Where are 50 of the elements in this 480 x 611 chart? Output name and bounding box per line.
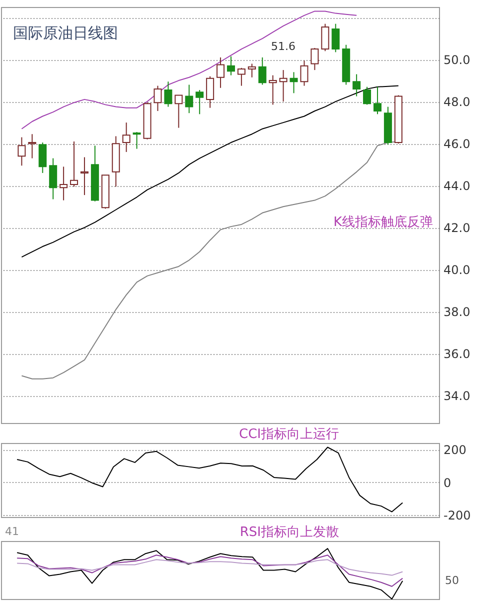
candlestick [132, 132, 141, 150]
candlestick [279, 70, 288, 102]
candlestick [352, 74, 361, 97]
text: RSI指标向上发散 [240, 525, 339, 540]
candlestick [196, 89, 204, 115]
line-series [16, 446, 404, 512]
candlestick [28, 134, 36, 159]
y-tick-label: 42.0 [444, 221, 470, 236]
candlestick [226, 56, 235, 76]
candlestick [373, 86, 382, 115]
candlestick [310, 47, 319, 71]
y-tick-label: 34.0 [444, 389, 470, 404]
candlestick [363, 86, 372, 106]
y-tick-label: 44.0 [444, 179, 470, 194]
candlestick [70, 140, 78, 188]
candlestick [300, 60, 308, 86]
candlestick [237, 67, 246, 86]
y-tick-label: 48.0 [444, 95, 470, 110]
candlestick [154, 85, 162, 112]
candlestick [80, 156, 88, 196]
y-tick-label: 0 [444, 476, 452, 490]
y-tick-label: 36.0 [444, 347, 470, 362]
text: CCI指标向上运行 [239, 427, 339, 442]
y-tick-label: 38.0 [444, 305, 470, 320]
annotation: K线指标触底反弹 [333, 215, 433, 230]
candlestick [216, 56, 225, 88]
y-tick-label: 200 [444, 443, 466, 458]
candlestick [268, 74, 277, 106]
y-tick-label: 40.0 [444, 263, 470, 278]
candlestick [164, 81, 172, 108]
annotation: 51.6 [271, 40, 296, 53]
candlestick [122, 122, 130, 152]
candlestick [248, 63, 256, 78]
candlestick [18, 136, 26, 166]
text: 国际原油日线图 [13, 24, 118, 42]
text: 50 [445, 574, 459, 587]
candlestick [258, 56, 266, 86]
candlestick [321, 23, 330, 52]
y-tick-label: 50.0 [444, 53, 470, 68]
candlestick [60, 166, 68, 201]
candlestick [185, 84, 194, 114]
y-tick-label: 46.0 [444, 137, 470, 152]
candlestick [38, 142, 47, 174]
candlestick [174, 94, 183, 128]
text: 41 [5, 525, 19, 538]
y-tick-label: -200 [444, 508, 471, 523]
candlestick [332, 23, 340, 53]
candlestick [49, 158, 58, 200]
candlestick [290, 72, 298, 94]
candlestick [206, 76, 214, 108]
